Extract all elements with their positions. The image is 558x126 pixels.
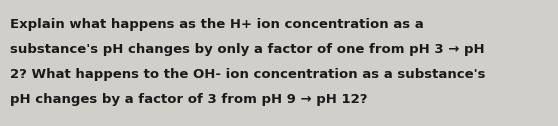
Text: 2? What happens to the OH- ion concentration as a substance's: 2? What happens to the OH- ion concentra… — [10, 68, 485, 81]
Text: pH changes by a factor of 3 from pH 9 → pH 12?: pH changes by a factor of 3 from pH 9 → … — [10, 93, 368, 106]
Text: Explain what happens as the H+ ion concentration as a: Explain what happens as the H+ ion conce… — [10, 18, 424, 31]
Text: substance's pH changes by only a factor of one from pH 3 → pH: substance's pH changes by only a factor … — [10, 43, 485, 56]
